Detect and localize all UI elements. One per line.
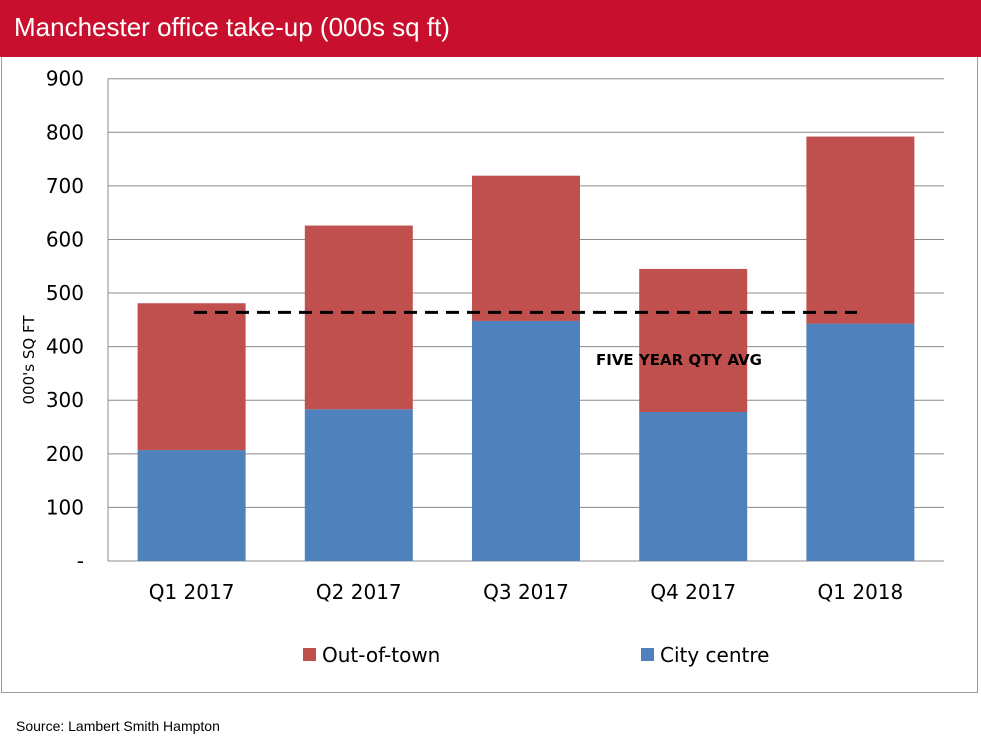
legend-label: Out-of-town	[322, 643, 440, 667]
y-tick-label: -	[77, 549, 84, 573]
bar-out-of-town-2	[472, 175, 580, 321]
y-tick-label: 800	[46, 120, 84, 144]
chart-header: Manchester office take-up (000s sq ft)	[0, 0, 981, 57]
y-tick-label: 300	[46, 388, 84, 412]
bar-city-centre-2	[472, 320, 580, 561]
bar-out-of-town-0	[137, 303, 246, 451]
source-note: Source: Lambert Smith Hampton	[16, 718, 220, 734]
y-tick-label: 100	[46, 495, 84, 519]
chart-title: Manchester office take-up (000s sq ft)	[14, 12, 450, 42]
bar-out-of-town-4	[806, 136, 915, 324]
x-tick-label: Q4 2017	[650, 580, 736, 604]
y-tick-label: 700	[46, 174, 84, 198]
x-tick-label: Q1 2017	[149, 580, 235, 604]
bar-city-centre-4	[806, 323, 915, 561]
bar-out-of-town-3	[639, 268, 748, 413]
bar-out-of-town-1	[304, 225, 413, 410]
y-axis-label: 000's SQ FT	[20, 315, 38, 405]
y-tick-label: 900	[46, 67, 84, 91]
y-tick-label: 500	[46, 281, 84, 305]
bar-city-centre-0	[137, 450, 246, 561]
y-tick-label: 600	[46, 227, 84, 251]
legend-swatch	[641, 648, 654, 661]
five-year-avg-label: FIVE YEAR QTY AVG	[596, 351, 762, 369]
bar-city-centre-1	[304, 409, 413, 561]
chart: - 100 200 300 400 500 600 700 800 900 000's SQ FT Q…	[20, 67, 944, 667]
y-tick-label: 200	[46, 442, 84, 466]
y-tick-label: 400	[46, 335, 84, 359]
bar-city-centre-3	[639, 412, 748, 561]
x-tick-label: Q1 2018	[818, 580, 904, 604]
x-tick-label: Q2 2017	[316, 580, 402, 604]
x-tick-label: Q3 2017	[483, 580, 569, 604]
legend-swatch	[303, 648, 316, 661]
legend-label: City centre	[660, 643, 769, 667]
chart-frame	[1, 57, 978, 693]
